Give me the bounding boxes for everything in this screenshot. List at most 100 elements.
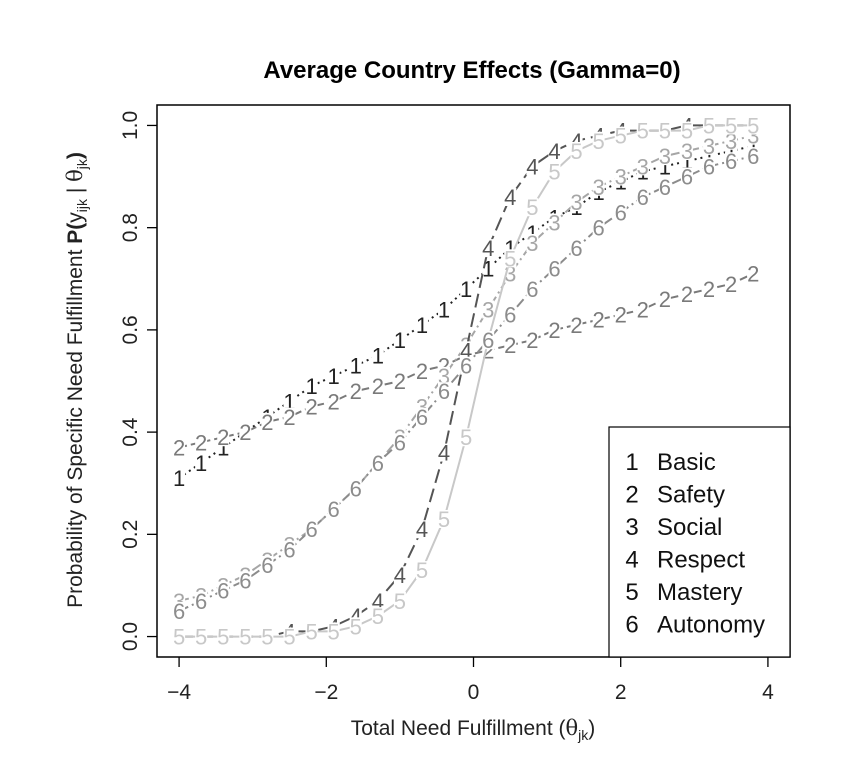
data-point: 3 bbox=[593, 175, 605, 200]
point-background bbox=[703, 280, 716, 298]
point-background bbox=[482, 300, 495, 319]
point-background bbox=[438, 366, 451, 385]
data-point: 5 bbox=[593, 129, 605, 154]
point-background bbox=[636, 300, 649, 319]
point-background bbox=[747, 116, 760, 135]
legend-marker: 2 bbox=[625, 482, 638, 509]
point-background bbox=[526, 280, 539, 298]
point-background bbox=[415, 561, 428, 580]
y-tick-label: 0.6 bbox=[119, 315, 142, 344]
point-background bbox=[195, 627, 208, 646]
data-point: 5 bbox=[637, 119, 649, 144]
y-tick-label: 0.8 bbox=[119, 213, 142, 242]
legend-marker: 4 bbox=[625, 547, 638, 574]
data-point: 6 bbox=[504, 303, 516, 328]
point-background bbox=[658, 147, 671, 166]
data-point: 3 bbox=[482, 297, 494, 322]
data-point: 6 bbox=[328, 497, 340, 522]
point-background bbox=[283, 627, 296, 646]
data-point: 6 bbox=[526, 277, 538, 302]
point-background bbox=[725, 274, 738, 293]
data-point: 2 bbox=[637, 297, 649, 322]
point-background bbox=[173, 627, 186, 646]
data-point: 1 bbox=[460, 277, 472, 302]
point-background bbox=[393, 433, 406, 452]
data-point: 3 bbox=[615, 165, 627, 190]
point-background bbox=[614, 203, 627, 222]
data-point: 1 bbox=[305, 374, 317, 399]
data-point: 1 bbox=[173, 466, 185, 491]
data-point: 2 bbox=[261, 410, 273, 435]
legend-label: Social bbox=[657, 514, 722, 541]
point-background bbox=[173, 602, 186, 620]
data-point: 6 bbox=[416, 405, 428, 430]
point-background bbox=[239, 627, 252, 646]
data-point: 2 bbox=[593, 308, 605, 333]
point-background bbox=[504, 188, 517, 206]
data-point: 5 bbox=[460, 425, 472, 450]
data-point: 6 bbox=[173, 599, 185, 624]
point-background bbox=[526, 157, 539, 176]
x-axis-label: Total Need Fulfillment (θjk) bbox=[351, 716, 596, 743]
data-point: 1 bbox=[350, 354, 362, 379]
data-point: 6 bbox=[725, 149, 737, 174]
data-point: 2 bbox=[394, 369, 406, 394]
data-point: 5 bbox=[526, 195, 538, 220]
data-point: 5 bbox=[504, 246, 516, 271]
data-point: 6 bbox=[570, 236, 582, 261]
data-point: 5 bbox=[217, 625, 229, 650]
data-point: 3 bbox=[703, 134, 715, 159]
data-point: 2 bbox=[681, 282, 693, 307]
point-background bbox=[747, 264, 760, 283]
data-point: 2 bbox=[173, 435, 185, 460]
point-background bbox=[305, 397, 318, 416]
legend-marker: 3 bbox=[625, 514, 638, 541]
data-point: 5 bbox=[703, 113, 715, 138]
data-point: 6 bbox=[394, 430, 406, 455]
data-point: 1 bbox=[328, 364, 340, 389]
data-point: 5 bbox=[328, 619, 340, 644]
point-background bbox=[327, 366, 340, 385]
data-point: 5 bbox=[438, 507, 450, 532]
data-point: 3 bbox=[681, 139, 693, 164]
point-background bbox=[592, 218, 605, 237]
point-background bbox=[526, 198, 539, 217]
point-background bbox=[548, 259, 561, 278]
point-background bbox=[592, 310, 605, 329]
y-tick-label: 0.2 bbox=[119, 520, 142, 549]
point-background bbox=[482, 239, 495, 258]
point-background bbox=[703, 116, 716, 135]
point-background bbox=[438, 382, 451, 401]
point-background bbox=[614, 126, 627, 145]
data-point: 2 bbox=[416, 359, 428, 384]
point-background bbox=[725, 131, 738, 150]
point-background bbox=[283, 407, 296, 426]
data-point: 2 bbox=[350, 379, 362, 404]
data-point: 1 bbox=[195, 451, 207, 476]
data-point: 6 bbox=[239, 568, 251, 593]
data-point: 2 bbox=[195, 430, 207, 455]
data-point: 2 bbox=[217, 425, 229, 450]
data-point: 5 bbox=[416, 558, 428, 583]
data-point: 5 bbox=[659, 119, 671, 144]
data-point: 4 bbox=[504, 185, 516, 210]
point-background bbox=[349, 382, 362, 401]
data-point: 6 bbox=[283, 538, 295, 563]
point-background bbox=[393, 591, 406, 610]
point-background bbox=[261, 556, 274, 574]
data-point: 5 bbox=[350, 614, 362, 639]
point-background bbox=[438, 300, 451, 319]
point-background bbox=[460, 280, 473, 298]
point-background bbox=[636, 121, 649, 140]
point-background bbox=[703, 157, 716, 176]
point-background bbox=[327, 499, 340, 518]
point-background bbox=[504, 336, 517, 355]
data-point: 2 bbox=[328, 389, 340, 414]
point-background bbox=[482, 331, 495, 350]
point-background bbox=[680, 142, 693, 160]
data-point: 2 bbox=[659, 287, 671, 312]
point-background bbox=[327, 392, 340, 411]
x-tick-label: 4 bbox=[762, 681, 774, 704]
data-point: 3 bbox=[659, 144, 671, 169]
point-background bbox=[261, 627, 274, 646]
